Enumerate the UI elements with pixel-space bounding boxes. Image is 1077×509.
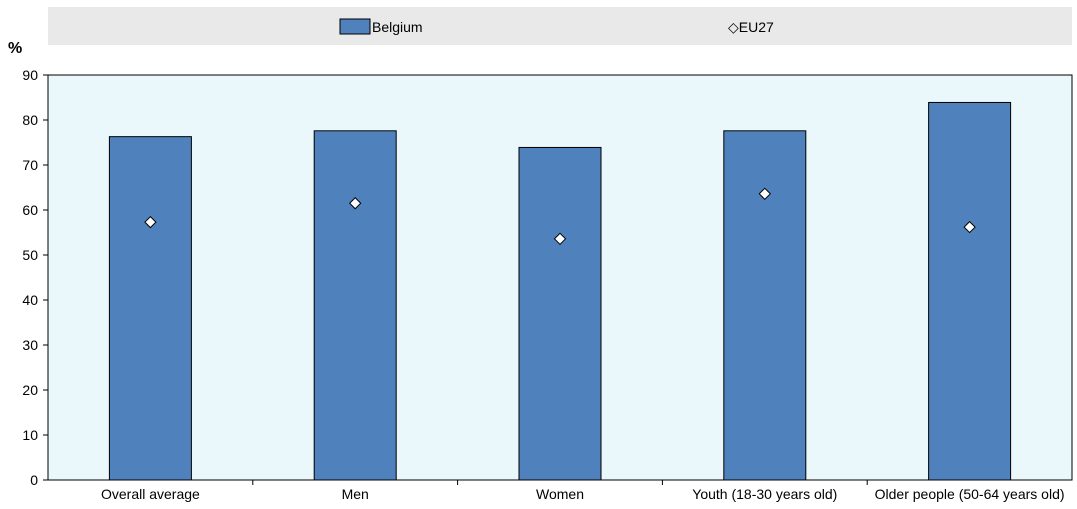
bar-belgium: [518, 146, 602, 481]
bar-belgium: [928, 101, 1012, 481]
legend: Belgium ◇EU27: [339, 18, 774, 35]
bar-belgium: [723, 130, 807, 481]
y-tick-label: 60: [22, 202, 38, 218]
marker-eu27: [963, 220, 976, 234]
y-tick-label: 30: [22, 337, 38, 353]
marker-series-eu27: [144, 187, 976, 246]
y-tick-label: 20: [22, 382, 38, 398]
marker-eu27: [144, 215, 157, 229]
legend-swatch-belgium: [339, 18, 371, 35]
y-tick-label: 80: [22, 112, 38, 128]
marker-eu27: [553, 232, 567, 246]
y-tick-label: 90: [22, 67, 38, 83]
legend-background: [48, 7, 1072, 45]
x-axis: Overall average Men Women Youth (18-30 year…: [101, 480, 1065, 502]
y-tick-label: 0: [30, 472, 38, 488]
y-axis: 0 10 20 30 40 50 60 70 80 90: [22, 67, 48, 488]
y-tick-label: 70: [22, 157, 38, 173]
marker-eu27: [348, 197, 362, 210]
x-category-label: Women: [536, 486, 584, 502]
bar-belgium: [108, 136, 192, 481]
legend-label-eu27: ◇EU27: [728, 19, 774, 35]
y-tick-label: 50: [22, 247, 38, 263]
x-category-label: Overall average: [101, 486, 200, 502]
x-category-label: Men: [342, 486, 369, 502]
y-tick-label: 10: [22, 427, 38, 443]
y-unit-label: %: [8, 40, 22, 57]
marker-eu27: [758, 187, 772, 201]
y-tick-label: 40: [22, 292, 38, 308]
bar-belgium: [313, 130, 397, 481]
legend-label-belgium: Belgium: [372, 19, 423, 35]
x-category-label: Youth (18-30 years old): [692, 486, 837, 502]
x-category-label: Older people (50-64 years old): [875, 486, 1065, 502]
